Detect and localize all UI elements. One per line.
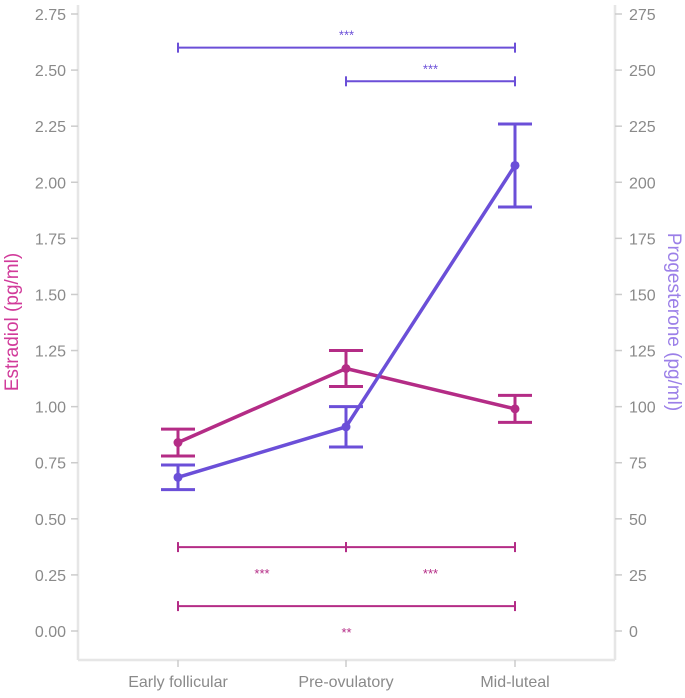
significance-label: *** bbox=[423, 566, 438, 581]
y-right-tick-label: 275 bbox=[629, 7, 656, 24]
y-right-tick-label: 100 bbox=[629, 400, 656, 417]
significance-label: *** bbox=[339, 28, 354, 43]
significance-label: *** bbox=[423, 61, 438, 76]
data-point bbox=[510, 160, 520, 170]
data-point bbox=[173, 472, 183, 482]
significance-label: ** bbox=[341, 625, 351, 640]
y-left-tick-label: 0.50 bbox=[35, 512, 66, 529]
y-left-tick-label: 2.50 bbox=[35, 63, 66, 80]
y-right-tick-label: 150 bbox=[629, 287, 656, 304]
y-left-tick-label: 1.00 bbox=[35, 400, 66, 417]
y-left-tick-label: 0.25 bbox=[35, 568, 66, 585]
y-left-tick-label: 1.25 bbox=[35, 344, 66, 361]
data-point bbox=[510, 404, 520, 414]
y-right-label: Progesterone (pg/ml) bbox=[663, 233, 684, 411]
y-left-tick-label: 2.75 bbox=[35, 7, 66, 24]
y-left-label: Estradiol (pg/ml) bbox=[2, 253, 23, 391]
y-left-tick-label: 0.00 bbox=[35, 624, 66, 641]
data-point bbox=[173, 438, 183, 448]
x-tick-label: Early follicular bbox=[128, 674, 228, 691]
y-left-tick-label: 2.00 bbox=[35, 175, 66, 192]
x-tick-label: Mid-luteal bbox=[480, 674, 549, 691]
y-right-tick-label: 225 bbox=[629, 119, 656, 136]
y-right-tick-label: 75 bbox=[629, 456, 647, 473]
y-left-tick-label: 1.75 bbox=[35, 231, 66, 248]
y-right-tick-label: 0 bbox=[629, 624, 638, 641]
x-tick-label: Pre-ovulatory bbox=[298, 674, 393, 691]
y-right-tick-label: 25 bbox=[629, 568, 647, 585]
y-right-tick-label: 250 bbox=[629, 63, 656, 80]
y-right-tick-label: 50 bbox=[629, 512, 647, 529]
y-right-tick-label: 125 bbox=[629, 344, 656, 361]
significance-label: *** bbox=[254, 566, 269, 581]
data-point bbox=[341, 422, 351, 432]
y-left-tick-label: 0.75 bbox=[35, 456, 66, 473]
y-right-tick-label: 175 bbox=[629, 231, 656, 248]
y-left-tick-label: 1.50 bbox=[35, 287, 66, 304]
y-left-tick-label: 2.25 bbox=[35, 119, 66, 136]
data-point bbox=[341, 363, 351, 373]
y-right-tick-label: 200 bbox=[629, 175, 656, 192]
